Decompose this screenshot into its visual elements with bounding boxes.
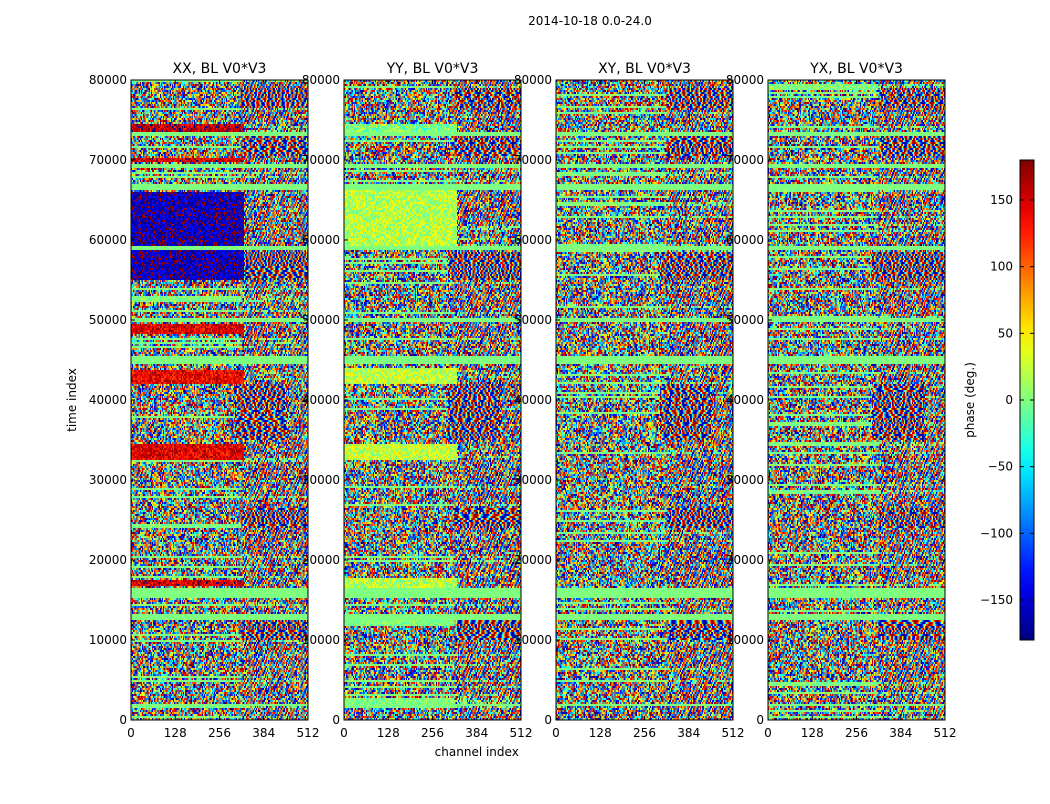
y-tick-label: 70000 [726, 153, 764, 167]
y-tick-label: 20000 [89, 553, 127, 567]
y-tick-label: 10000 [89, 633, 127, 647]
y-tick-label: 50000 [726, 313, 764, 327]
x-tick-label: 384 [889, 726, 912, 740]
x-tick-label: 0 [127, 726, 135, 740]
colorbar-tick-label: 0 [1005, 393, 1013, 407]
x-tick-label: 128 [164, 726, 187, 740]
y-tick-label: 20000 [302, 553, 340, 567]
y-tick-label: 60000 [302, 233, 340, 247]
x-axis-label: channel index [435, 745, 519, 759]
y-tick-label: 0 [756, 713, 764, 727]
x-tick-label: 128 [589, 726, 612, 740]
y-tick-label: 60000 [726, 233, 764, 247]
x-tick-label: 128 [801, 726, 824, 740]
y-tick-label: 60000 [89, 233, 127, 247]
x-tick-label: 512 [934, 726, 957, 740]
x-tick-label: 0 [340, 726, 348, 740]
y-tick-label: 20000 [726, 553, 764, 567]
y-tick-label: 0 [544, 713, 552, 727]
y-tick-label: 80000 [89, 73, 127, 87]
colorbar-tick-label: 100 [990, 260, 1013, 274]
y-tick-label: 40000 [89, 393, 127, 407]
y-tick-label: 30000 [514, 473, 552, 487]
heatmap-yx [768, 80, 945, 720]
x-tick-label: 384 [252, 726, 275, 740]
y-tick-label: 80000 [726, 73, 764, 87]
y-tick-label: 40000 [302, 393, 340, 407]
y-tick-label: 30000 [89, 473, 127, 487]
x-tick-label: 384 [465, 726, 488, 740]
colorbar-tick-label: 150 [990, 193, 1013, 207]
y-tick-label: 60000 [514, 233, 552, 247]
x-tick-label: 128 [377, 726, 400, 740]
y-tick-label: 70000 [514, 153, 552, 167]
x-tick-label: 256 [421, 726, 444, 740]
y-tick-label: 40000 [726, 393, 764, 407]
colorbar-tick-label: −150 [980, 593, 1013, 607]
y-tick-label: 70000 [89, 153, 127, 167]
y-tick-label: 70000 [302, 153, 340, 167]
y-tick-label: 50000 [514, 313, 552, 327]
panel-title-yy: YY, BL V0*V3 [386, 61, 479, 77]
x-tick-label: 512 [297, 726, 320, 740]
x-tick-label: 256 [845, 726, 868, 740]
y-tick-label: 80000 [514, 73, 552, 87]
y-tick-label: 30000 [726, 473, 764, 487]
y-tick-label: 40000 [514, 393, 552, 407]
x-tick-label: 512 [722, 726, 745, 740]
x-tick-label: 512 [510, 726, 533, 740]
colorbar-tick-label: 50 [998, 326, 1013, 340]
y-tick-label: 10000 [726, 633, 764, 647]
heatmap-yy [344, 80, 521, 720]
y-tick-label: 0 [119, 713, 127, 727]
heatmap-xy [556, 80, 733, 720]
x-tick-label: 384 [677, 726, 700, 740]
y-tick-label: 50000 [89, 313, 127, 327]
panel-title-xx: XX, BL V0*V3 [173, 61, 267, 77]
colorbar-label: phase (deg.) [963, 362, 977, 438]
panel-title-yx: YX, BL V0*V3 [809, 61, 903, 77]
y-tick-label: 10000 [302, 633, 340, 647]
colorbar-tick-label: −50 [988, 460, 1013, 474]
figure-title: 2014-10-18 0.0-24.0 [528, 14, 652, 28]
y-tick-label: 50000 [302, 313, 340, 327]
y-tick-label: 80000 [302, 73, 340, 87]
colorbar-tick-label: −100 [980, 526, 1013, 540]
y-tick-label: 10000 [514, 633, 552, 647]
y-tick-label: 20000 [514, 553, 552, 567]
y-tick-label: 30000 [302, 473, 340, 487]
y-tick-label: 0 [332, 713, 340, 727]
heatmap-xx [131, 80, 308, 720]
x-tick-label: 0 [552, 726, 560, 740]
panel-title-xy: XY, BL V0*V3 [598, 61, 691, 77]
y-axis-label: time index [65, 368, 79, 432]
x-tick-label: 0 [764, 726, 772, 740]
x-tick-label: 256 [633, 726, 656, 740]
x-tick-label: 256 [208, 726, 231, 740]
